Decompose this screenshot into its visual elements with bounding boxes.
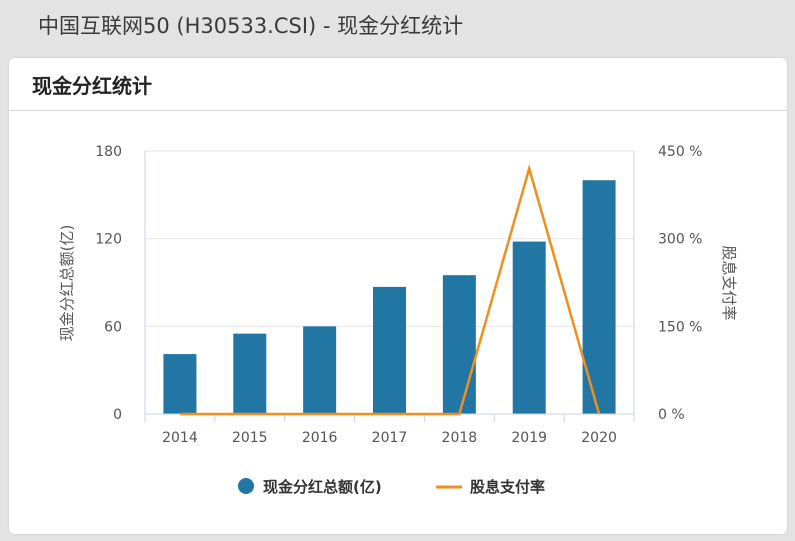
y-left-tick-label: 0 (113, 407, 122, 423)
bar (163, 354, 197, 414)
y-left-tick-label: 180 (95, 144, 122, 160)
x-tick-label: 2016 (302, 430, 338, 446)
y-left-tick-label: 60 (104, 319, 122, 335)
bar (303, 326, 337, 414)
x-tick-label: 2020 (581, 430, 617, 446)
y-right-tick-label: 0 % (658, 407, 685, 423)
y-right-axis-title: 股息支付率 (720, 245, 738, 320)
bar (373, 286, 406, 414)
card-header: 现金分红统计 (9, 58, 787, 111)
page-title: 中国互联网50 (H30533.CSI) - 现金分红统计 (38, 14, 464, 38)
bar (233, 333, 267, 414)
bar (512, 241, 546, 414)
legend-bar-label: 现金分红总额(亿) (263, 478, 382, 496)
y-right-tick-label: 450 % (658, 144, 702, 160)
bar (442, 275, 476, 414)
legend-line-label: 股息支付率 (470, 478, 545, 496)
dividend-stats-card: 现金分红统计 (9, 58, 787, 534)
y-left-tick-label: 120 (95, 232, 122, 248)
x-tick-label: 2018 (442, 430, 478, 446)
payout-ratio-line (179, 163, 601, 416)
x-tick-label: 2014 (162, 430, 198, 446)
y-right-tick-label: 300 % (658, 232, 702, 248)
x-tick-label: 2017 (372, 430, 408, 446)
legend-bar-marker (238, 478, 254, 494)
card-title: 现金分红统计 (32, 74, 152, 98)
y-left-axis-title: 现金分红总额(亿) (58, 225, 76, 342)
x-tick-label: 2015 (232, 430, 268, 446)
x-tick-label: 2019 (511, 430, 547, 446)
y-right-tick-label: 150 % (658, 319, 702, 335)
page-header: 中国互联网50 (H30533.CSI) - 现金分红统计 (0, 0, 795, 50)
bar (582, 180, 616, 414)
